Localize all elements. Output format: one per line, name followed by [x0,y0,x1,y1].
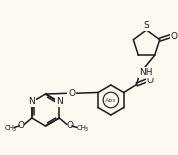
Text: O: O [68,89,75,98]
Text: 3: 3 [12,127,15,132]
Text: 3: 3 [85,127,88,132]
Text: O: O [171,32,177,41]
Text: O: O [18,121,25,130]
Text: O: O [66,121,73,130]
Text: S: S [144,22,149,31]
Text: N: N [56,97,63,106]
Text: Abs: Abs [105,98,117,104]
Text: NH: NH [139,68,152,77]
Text: O: O [147,76,154,85]
Text: N: N [28,97,35,106]
Text: CH: CH [4,125,14,131]
Text: CH: CH [77,125,87,131]
